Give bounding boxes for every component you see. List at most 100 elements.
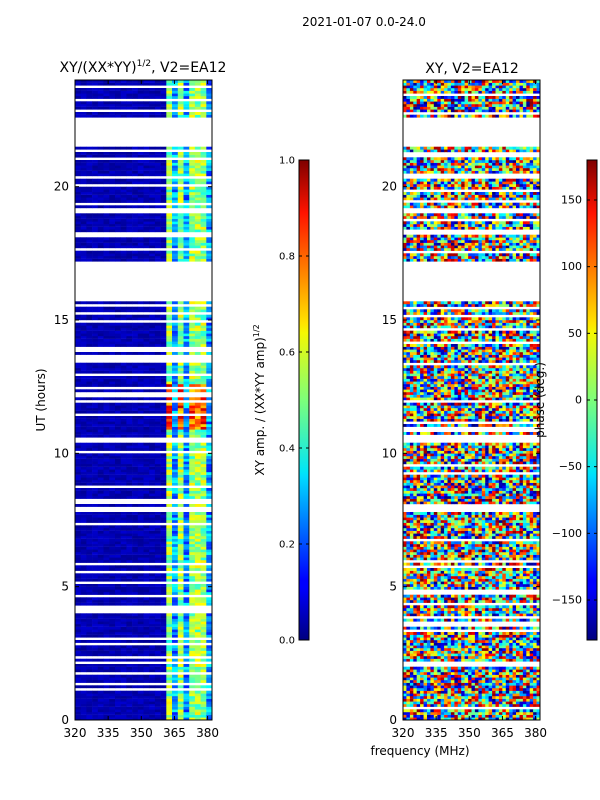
heatmap-cell bbox=[406, 714, 411, 718]
heatmap-cell bbox=[120, 474, 127, 478]
heatmap-cell bbox=[183, 229, 190, 233]
x-tick-label: 380 bbox=[196, 726, 219, 740]
heatmap-cell bbox=[505, 672, 510, 675]
heatmap-cell bbox=[80, 664, 87, 667]
heatmap-cell bbox=[92, 464, 99, 467]
heatmap-cell bbox=[206, 402, 212, 406]
heatmap-cell bbox=[92, 685, 99, 689]
heatmap-cell bbox=[120, 514, 127, 518]
heatmap-cell bbox=[200, 442, 207, 446]
heatmap-cell bbox=[498, 685, 503, 689]
heatmap-cell bbox=[194, 112, 201, 115]
heatmap-cell bbox=[189, 162, 196, 166]
heatmap-cell bbox=[120, 706, 127, 710]
heatmap-cell bbox=[189, 112, 196, 115]
heatmap-cell bbox=[206, 405, 212, 409]
heatmap-cell bbox=[154, 482, 161, 486]
heatmap-cell bbox=[189, 168, 196, 171]
heatmap-cell bbox=[103, 205, 110, 209]
heatmap-cell bbox=[143, 114, 150, 118]
heatmap-cell bbox=[533, 674, 537, 678]
heatmap-cell bbox=[447, 698, 452, 702]
heatmap-cell bbox=[160, 677, 167, 681]
heatmap-cell bbox=[183, 426, 190, 430]
heatmap-cell bbox=[516, 645, 520, 649]
heatmap-cell bbox=[160, 629, 167, 633]
heatmap-cell bbox=[440, 666, 445, 670]
heatmap-cell bbox=[177, 696, 184, 699]
heatmap-cell bbox=[137, 338, 144, 342]
heatmap-cell bbox=[80, 309, 87, 313]
heatmap-cell bbox=[416, 656, 421, 659]
heatmap-cell bbox=[177, 640, 184, 643]
heatmap-cell bbox=[86, 408, 93, 411]
heatmap-cell bbox=[149, 557, 156, 561]
left-heatmap bbox=[75, 80, 212, 720]
heatmap-cell bbox=[512, 685, 517, 689]
heatmap-cell bbox=[86, 456, 93, 459]
heatmap-cell bbox=[80, 677, 87, 681]
heatmap-cell bbox=[200, 106, 207, 110]
heatmap-cell bbox=[492, 677, 496, 681]
heatmap-cell bbox=[75, 426, 81, 430]
heatmap-cell bbox=[160, 472, 167, 475]
heatmap-cell bbox=[80, 554, 87, 558]
heatmap-cell bbox=[75, 448, 81, 451]
heatmap-cell bbox=[80, 186, 87, 190]
heatmap-cell bbox=[495, 701, 500, 705]
heatmap-cell bbox=[505, 696, 510, 699]
heatmap-cell bbox=[154, 381, 161, 385]
heatmap-cell bbox=[115, 618, 121, 622]
heatmap-cell bbox=[447, 674, 452, 678]
heatmap-cell bbox=[154, 650, 161, 654]
heatmap-cell bbox=[512, 674, 517, 678]
heatmap-cell bbox=[86, 541, 93, 545]
heatmap-cell bbox=[194, 554, 201, 558]
heatmap-cell bbox=[109, 530, 116, 534]
heatmap-cell bbox=[109, 442, 116, 446]
heatmap-cell bbox=[86, 693, 93, 697]
heatmap-cell bbox=[97, 706, 104, 710]
heatmap-cell bbox=[172, 242, 178, 246]
heatmap-cell bbox=[80, 469, 87, 473]
heatmap-cell bbox=[97, 200, 104, 203]
heatmap-cell bbox=[409, 688, 414, 691]
heatmap-cell bbox=[132, 490, 139, 494]
heatmap-cell bbox=[132, 245, 139, 249]
heatmap-cell bbox=[137, 250, 144, 254]
heatmap-cell bbox=[109, 189, 116, 193]
heatmap-cell bbox=[166, 554, 173, 558]
heatmap-cell bbox=[183, 546, 190, 550]
heatmap-cell bbox=[103, 552, 110, 555]
heatmap-cell bbox=[464, 712, 469, 715]
heatmap-cell bbox=[86, 528, 93, 531]
heatmap-cell bbox=[154, 514, 161, 518]
heatmap-cell bbox=[126, 370, 133, 374]
heatmap-cell bbox=[80, 213, 87, 217]
heatmap-cell bbox=[406, 698, 411, 702]
heatmap-cell bbox=[172, 365, 178, 369]
heatmap-cell bbox=[183, 434, 190, 438]
heatmap-cell bbox=[206, 165, 212, 169]
heatmap-cell bbox=[97, 416, 104, 419]
heatmap-cell bbox=[143, 352, 150, 355]
heatmap-cell bbox=[75, 482, 81, 486]
heatmap-cell bbox=[120, 154, 127, 158]
heatmap-cell bbox=[189, 584, 196, 587]
heatmap-cell bbox=[149, 146, 156, 150]
heatmap-cell bbox=[533, 658, 537, 662]
heatmap-cell bbox=[103, 584, 110, 587]
heatmap-cell bbox=[154, 674, 161, 678]
heatmap-cell bbox=[189, 578, 196, 582]
heatmap-cell bbox=[97, 456, 104, 459]
heatmap-cell bbox=[86, 648, 93, 651]
heatmap-cell bbox=[154, 530, 161, 534]
heatmap-cell bbox=[143, 112, 150, 115]
heatmap-cell bbox=[75, 365, 81, 369]
heatmap-cell bbox=[183, 658, 190, 662]
heatmap-cell bbox=[120, 186, 127, 190]
heatmap-cell bbox=[149, 362, 156, 366]
heatmap-cell bbox=[126, 205, 133, 209]
heatmap-cell bbox=[430, 712, 435, 715]
heatmap-cell bbox=[75, 709, 81, 713]
